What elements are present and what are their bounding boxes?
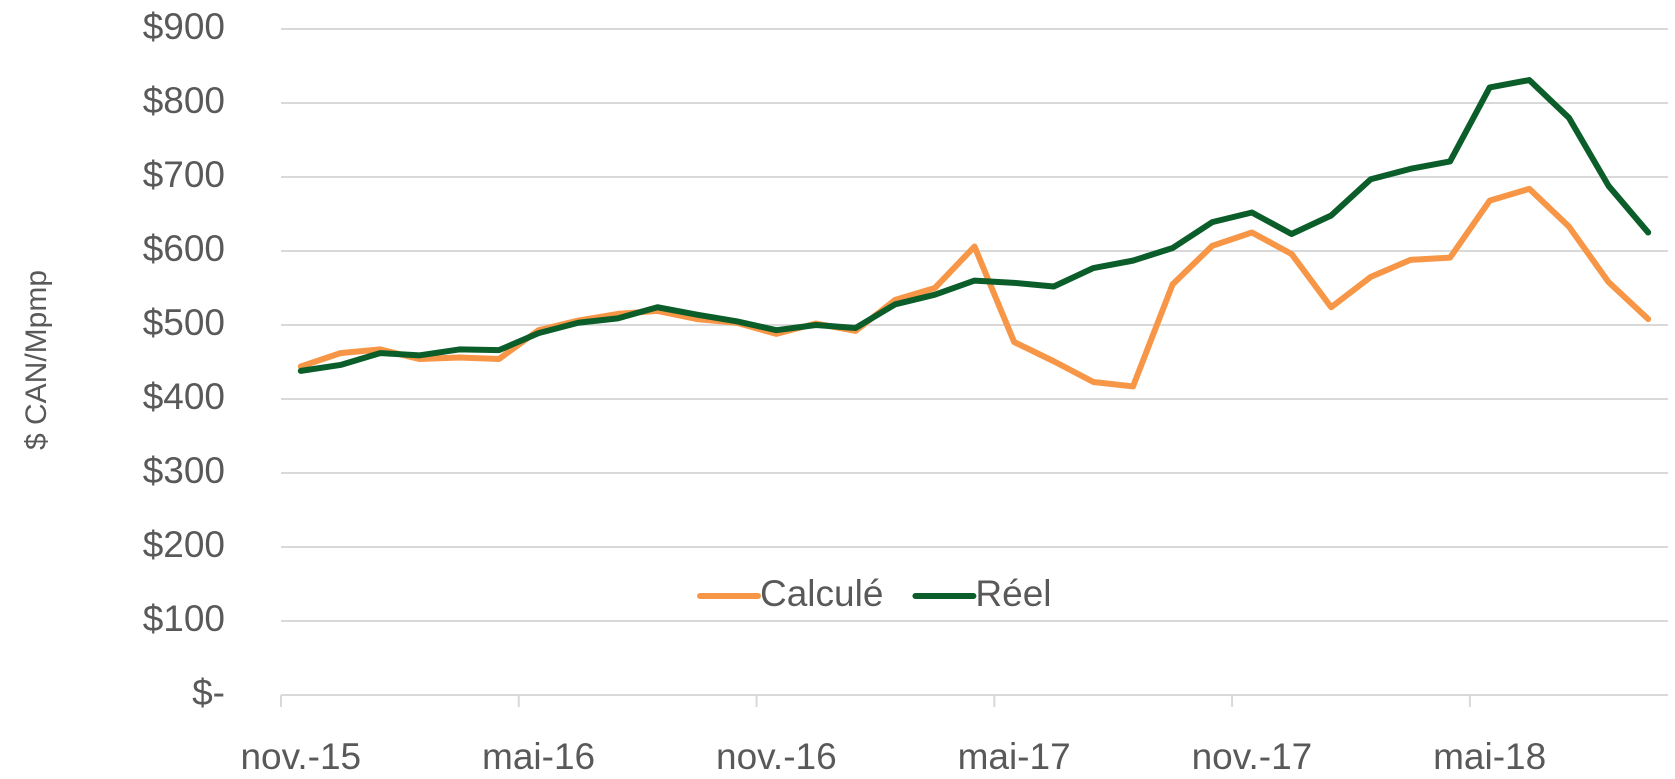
x-tick-label: mai-17 <box>958 736 1071 777</box>
legend-label: Réel <box>975 573 1051 614</box>
y-tick-label: $200 <box>143 524 225 565</box>
y-tick-label: $600 <box>143 228 225 269</box>
y-tick-label: $400 <box>143 376 225 417</box>
y-tick-label: $800 <box>143 80 225 121</box>
x-tick-label: nov.-17 <box>1192 736 1313 777</box>
y-tick-label: $- <box>192 672 225 713</box>
y-tick-label: $100 <box>143 598 225 639</box>
page: $ CAN/Mpmp $- $100 $200 $300 $400 $500 $600 $70… <box>0 0 1675 779</box>
legend-label: Calculé <box>760 573 883 614</box>
x-tick-label: mai-18 <box>1433 736 1546 777</box>
series-line <box>301 80 1648 371</box>
x-tick-label: mai-16 <box>482 736 595 777</box>
y-tick-label: $500 <box>143 302 225 343</box>
y-axis-title: $ CAN/Mpmp <box>20 270 53 450</box>
x-tick-label: nov.-16 <box>716 736 837 777</box>
chart: $ CAN/Mpmp $- $100 $200 $300 $400 $500 $600 $70… <box>0 0 1675 779</box>
y-tick-label: $700 <box>143 154 225 195</box>
x-tick-label: nov.-15 <box>240 736 361 777</box>
series-line <box>301 189 1648 387</box>
y-tick-label: $300 <box>143 450 225 491</box>
y-tick-label: $900 <box>143 6 225 47</box>
